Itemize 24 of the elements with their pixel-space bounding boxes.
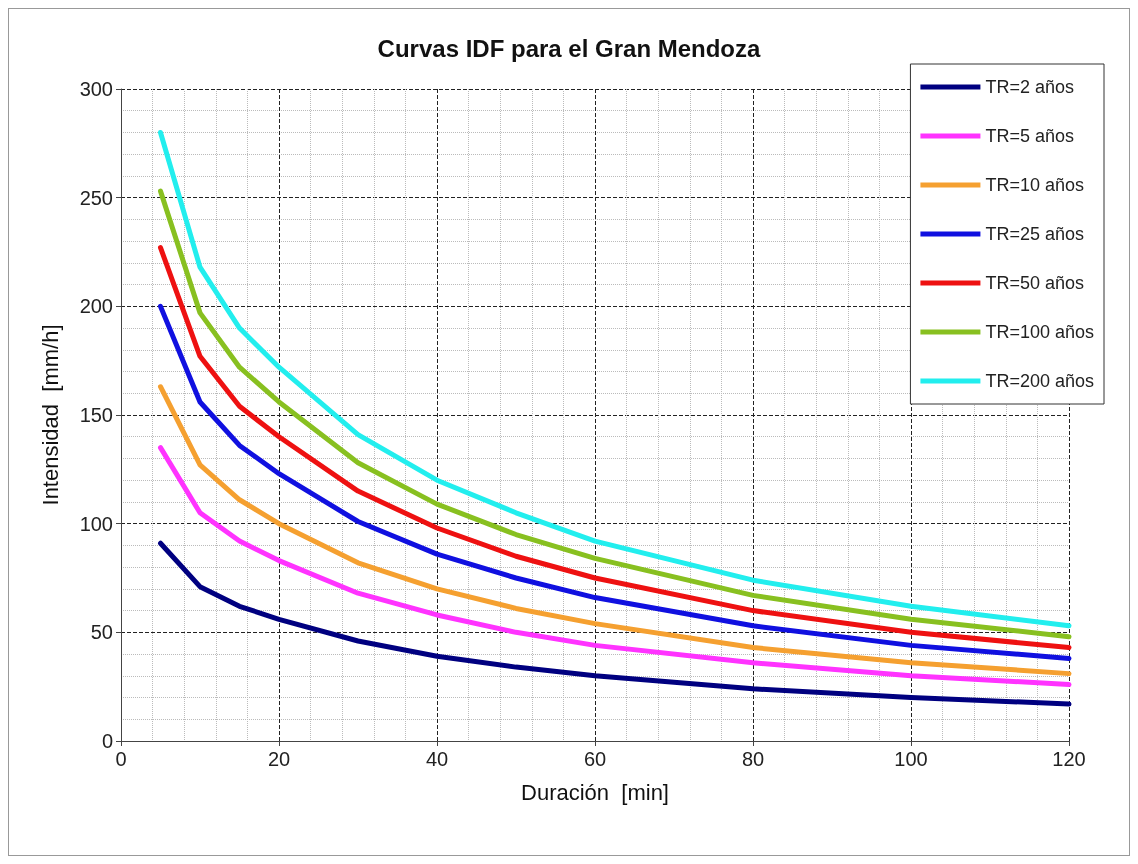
legend-label: TR=50 años (985, 273, 1084, 293)
x-tick-label: 80 (741, 748, 765, 770)
x-tick-label: 100 (894, 748, 928, 770)
legend-label: TR=2 años (985, 77, 1074, 97)
y-tick-label: 250 (79, 186, 113, 209)
legend-label: TR=10 años (985, 175, 1084, 195)
legend-label: TR=200 años (985, 371, 1095, 391)
legend-label: TR=5 años (985, 126, 1074, 146)
x-tick-label: 40 (425, 748, 449, 770)
legend-label: TR=25 años (985, 224, 1084, 244)
y-tick-label: 150 (79, 404, 113, 426)
y-tick-label: 100 (79, 512, 113, 535)
x-tick-label: 0 (115, 748, 127, 770)
x-tick-label: 120 (1052, 748, 1086, 770)
chart-title: Curvas IDF para el Gran Mendoza (377, 34, 762, 62)
x-tick-label: 20 (267, 748, 291, 770)
x-axis-title: Duración [min] (521, 779, 669, 805)
x-tick-label: 60 (583, 748, 607, 770)
y-tick-label: 50 (90, 621, 113, 644)
y-tick-label: 0 (101, 730, 113, 752)
y-axis-title: Intensidad [mm/h] (37, 324, 63, 506)
legend-label: TR=100 años (985, 322, 1095, 342)
y-tick-label: 300 (79, 78, 113, 100)
y-tick-label: 200 (79, 295, 113, 318)
